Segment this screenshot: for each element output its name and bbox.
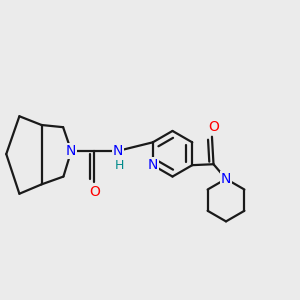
Text: O: O [89,184,100,199]
Text: N: N [221,172,231,186]
Text: N: N [148,158,158,172]
Text: O: O [208,120,219,134]
Text: H: H [115,159,124,172]
Text: N: N [112,144,123,158]
Text: N: N [66,144,76,158]
